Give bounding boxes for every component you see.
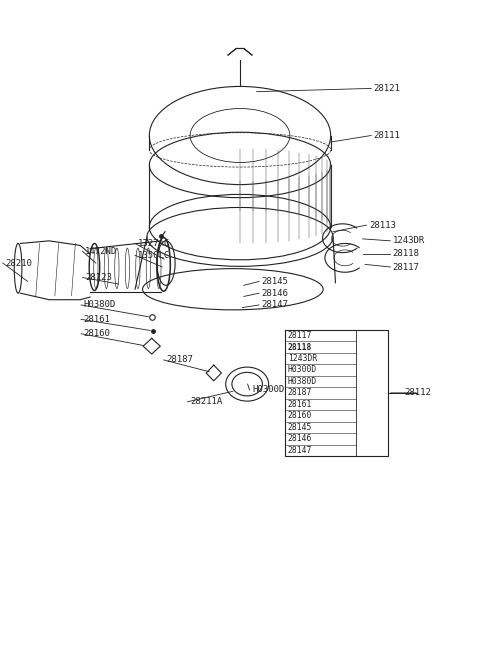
Text: H0300D: H0300D — [288, 365, 317, 374]
Text: 28147: 28147 — [262, 300, 288, 309]
Text: 28117: 28117 — [288, 331, 312, 340]
Text: H0380D: H0380D — [288, 377, 317, 386]
Text: H0300D: H0300D — [252, 386, 284, 394]
Text: 28145: 28145 — [288, 423, 312, 432]
Text: 28161: 28161 — [288, 400, 312, 409]
Text: 1472ND: 1472ND — [85, 247, 117, 256]
Text: 28113: 28113 — [369, 221, 396, 230]
Text: 28211A: 28211A — [190, 397, 222, 406]
Text: H0380D: H0380D — [84, 300, 116, 309]
Text: 28161: 28161 — [84, 315, 110, 324]
Text: 28111: 28111 — [373, 131, 400, 140]
Text: 28145: 28145 — [262, 277, 288, 286]
Text: 28187: 28187 — [288, 388, 312, 397]
Text: 28187: 28187 — [166, 355, 193, 365]
Text: 28160: 28160 — [84, 329, 110, 338]
Text: 1350LC: 1350LC — [137, 251, 169, 260]
Text: 28147: 28147 — [288, 446, 312, 455]
Text: 28210: 28210 — [5, 259, 32, 267]
Text: 28121: 28121 — [373, 84, 400, 93]
Text: 1243DR: 1243DR — [393, 237, 425, 245]
Text: 28118: 28118 — [393, 250, 420, 258]
Text: 28146: 28146 — [262, 288, 288, 298]
Text: 28160: 28160 — [288, 411, 312, 420]
Text: 28123: 28123 — [85, 273, 112, 282]
Text: 1243DR: 1243DR — [288, 354, 317, 363]
Text: 28146: 28146 — [288, 434, 312, 443]
Text: 28112: 28112 — [405, 388, 432, 397]
Text: 28118: 28118 — [288, 342, 312, 351]
Text: 1327AC: 1327AC — [137, 239, 169, 248]
Text: 28117: 28117 — [393, 263, 420, 271]
